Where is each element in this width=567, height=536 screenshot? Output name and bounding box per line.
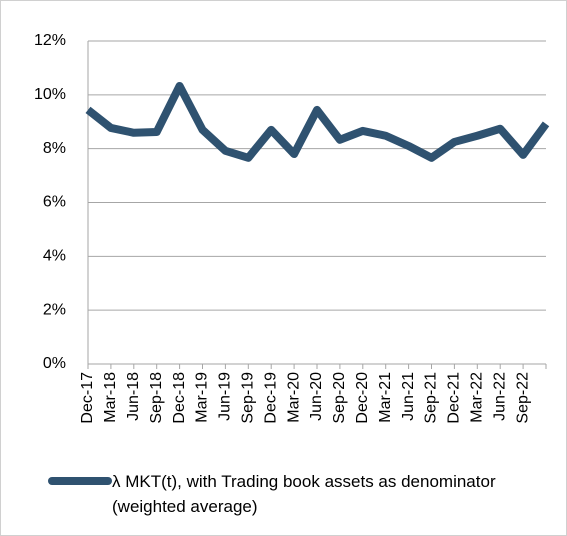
x-tick-label: Sep-18	[148, 372, 165, 424]
x-tick-label: Mar-21	[377, 372, 394, 423]
y-tick-label: 8%	[43, 140, 66, 157]
x-tick-label: Mar-20	[285, 372, 302, 423]
x-tick-label: Mar-22	[469, 372, 486, 423]
x-tick-label: Dec-17	[79, 372, 96, 424]
x-tick-label: Mar-18	[102, 372, 119, 423]
x-tick-label: Jun-22	[491, 372, 508, 421]
x-tick-label: Dec-19	[262, 372, 279, 424]
x-tick-label: Dec-21	[446, 372, 463, 424]
y-tick-label: 4%	[43, 248, 66, 265]
y-tick-label: 2%	[43, 301, 66, 318]
data-line	[85, 81, 550, 162]
y-tick-label: 12%	[34, 32, 66, 49]
x-tick-label: Mar-19	[194, 372, 211, 423]
x-tick-label: Sep-22	[514, 372, 531, 424]
y-tick-label: 10%	[34, 86, 66, 103]
x-tick-label: Dec-20	[354, 372, 371, 424]
x-tick-label: Jun-20	[308, 372, 325, 421]
y-tick-label: 6%	[43, 194, 66, 211]
x-tick-label: Sep-21	[423, 372, 440, 424]
legend-label: λ MKT(t), with Trading book assets as de…	[112, 472, 496, 516]
x-tick-label: Jun-19	[217, 372, 234, 421]
x-tick-label: Dec-18	[171, 372, 188, 424]
x-tick-label: Jun-21	[400, 372, 417, 421]
x-tick-label: Jun-18	[125, 372, 142, 421]
y-tick-label: 0%	[43, 355, 66, 372]
x-tick-label: Sep-20	[331, 372, 348, 424]
x-tick-label: Sep-19	[240, 372, 257, 424]
